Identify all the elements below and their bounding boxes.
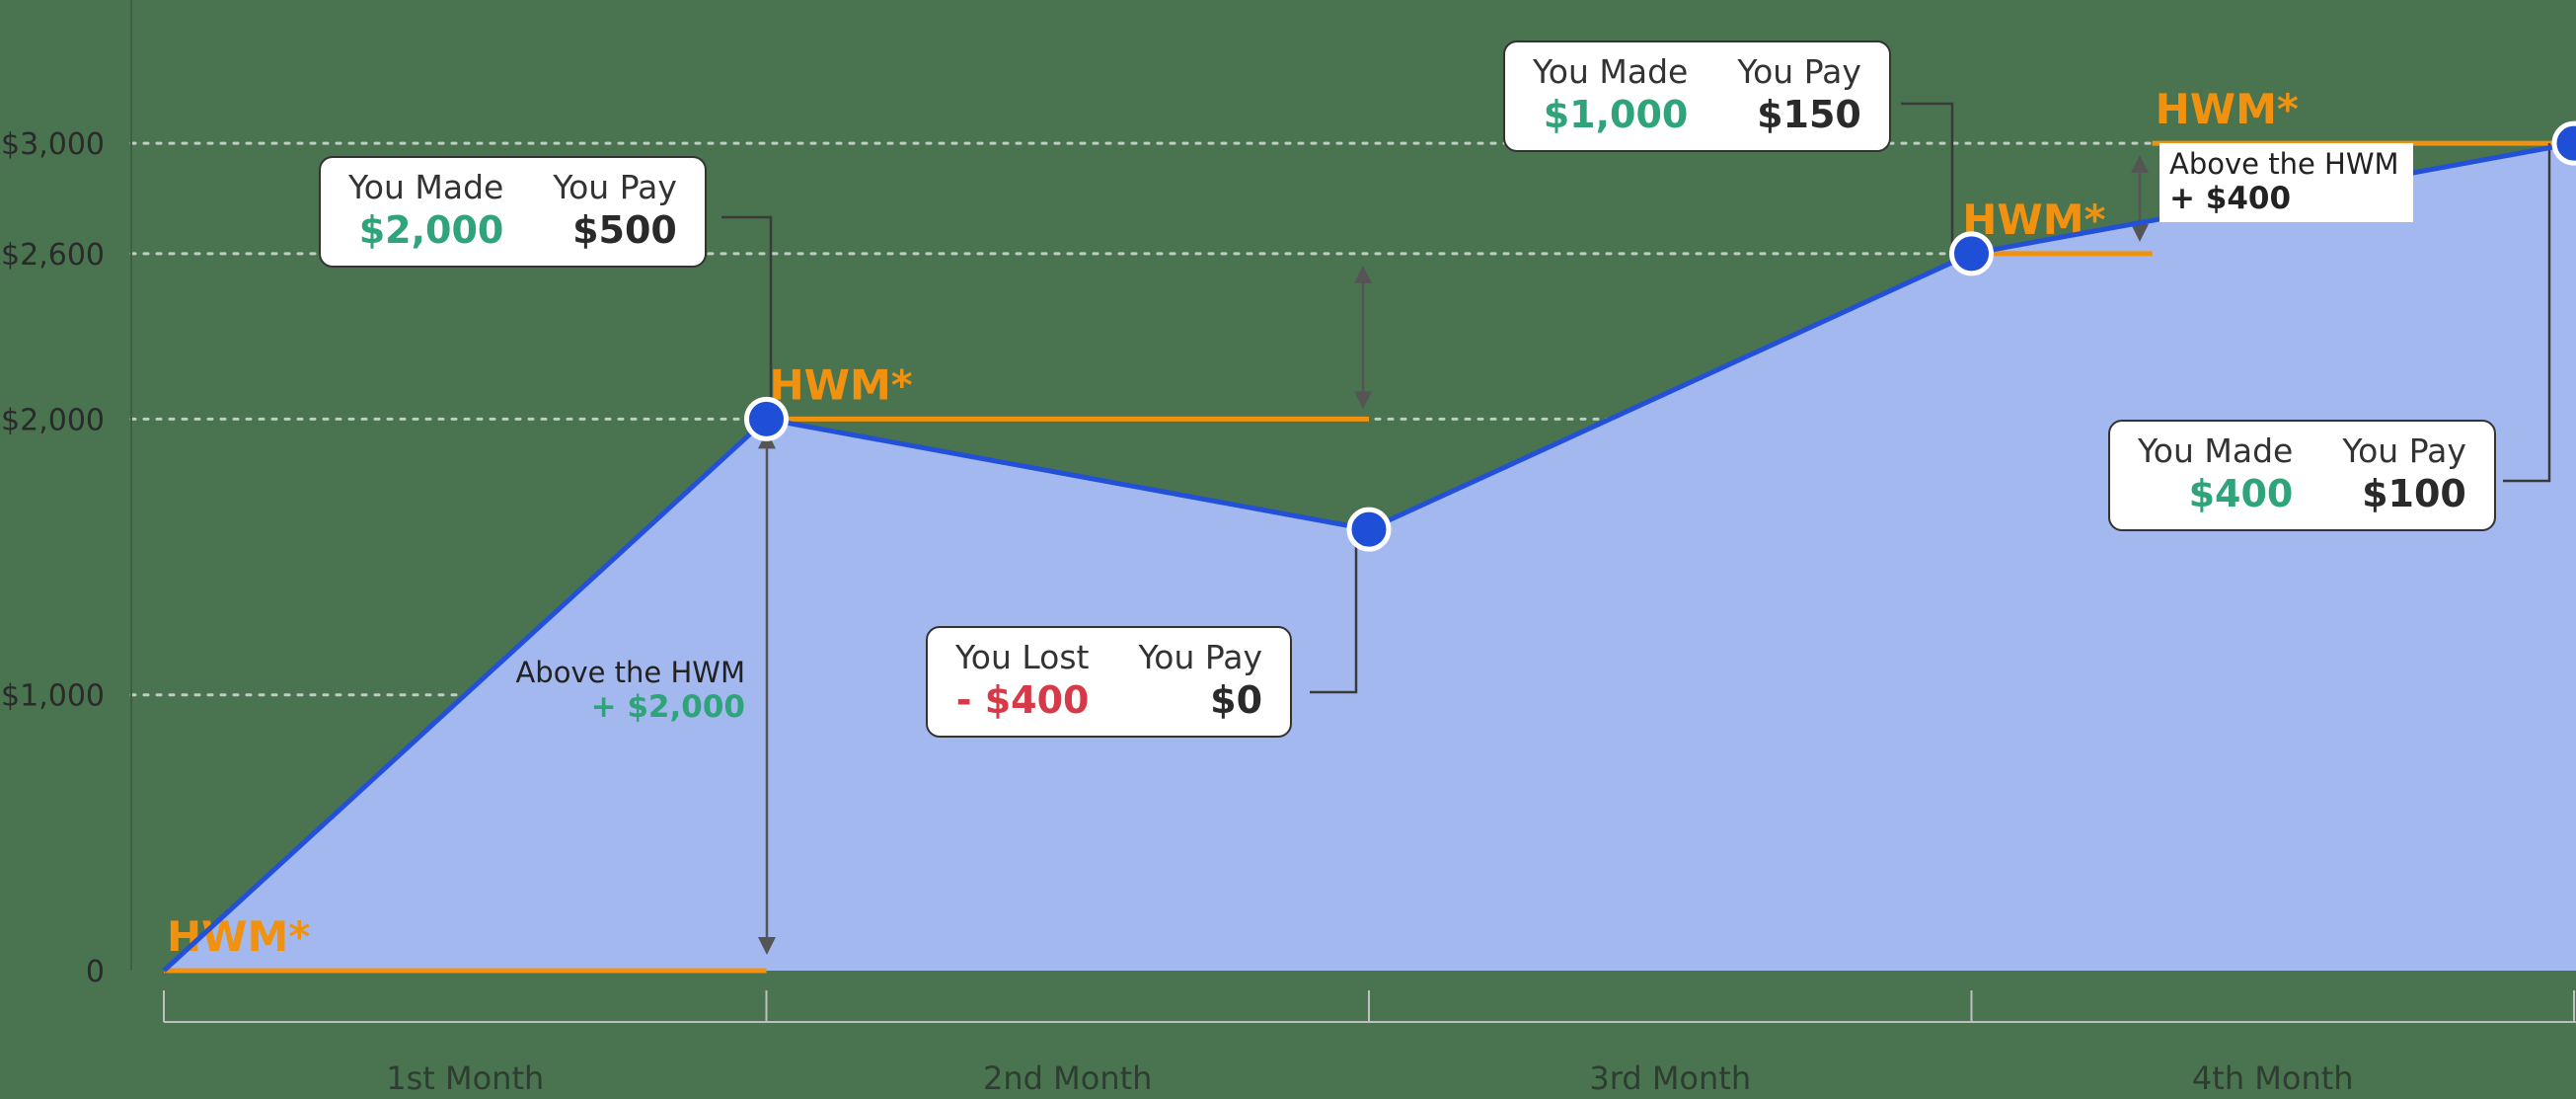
y-tick-label: $2,600 xyxy=(1,238,105,273)
data-point xyxy=(744,396,789,441)
x-category-label: 3rd Month xyxy=(1589,1060,1751,1097)
result-card-month-3: You Made You Pay $1,000 $150 xyxy=(1503,40,1891,152)
card-connector-4 xyxy=(2503,143,2551,483)
data-point xyxy=(2551,120,2576,166)
above-hwm-annotation-month-1: Above the HWM + $2,000 xyxy=(515,656,745,725)
card-connector-2 xyxy=(1310,529,1358,694)
result-card-month-1: You Made You Pay $2,000 $500 xyxy=(319,156,707,268)
y-tick-label: 0 xyxy=(86,955,105,989)
result-card-month-2: You Lost You Pay - $400 $0 xyxy=(926,626,1293,738)
result-card-month-4: You Made You Pay $400 $100 xyxy=(2108,420,2496,531)
x-axis: 1st Month 2nd Month 3rd Month 4th Month xyxy=(163,990,2576,1097)
card-header-made: You Made xyxy=(1533,52,1689,91)
card-connector-3 xyxy=(1901,102,1954,254)
card-value-made: $2,000 xyxy=(358,208,504,252)
card-value-pay: $500 xyxy=(572,208,677,252)
above-hwm-arrow-1-head-down xyxy=(758,937,776,955)
gap-arrow-2-head-up xyxy=(1354,265,1372,283)
above-hwm-value: + $2,000 xyxy=(590,689,745,725)
data-point xyxy=(1949,231,1994,276)
card-header-pay: You Pay xyxy=(553,168,677,206)
card-value-made: $1,000 xyxy=(1543,93,1689,136)
above-hwm-value: + $400 xyxy=(2169,181,2292,216)
gap-arrow-2-head-down xyxy=(1354,391,1372,410)
card-header-made: You Made xyxy=(348,168,504,206)
above-hwm-arrow-4-head-up xyxy=(2131,155,2149,174)
y-tick-label: $1,000 xyxy=(1,679,105,714)
hwm-label: HWM* xyxy=(2156,85,2299,133)
x-category-label: 4th Month xyxy=(2192,1060,2354,1097)
above-hwm-arrow-4-head-down xyxy=(2131,223,2149,242)
card-connector-1 xyxy=(721,215,773,420)
y-tick-label: $3,000 xyxy=(1,127,105,162)
card-value-pay: $100 xyxy=(2362,472,2466,515)
x-category-label: 2nd Month xyxy=(983,1060,1152,1097)
hwm-label: HWM* xyxy=(167,912,310,961)
card-header-made: You Made xyxy=(2138,432,2294,470)
above-hwm-label: Above the HWM xyxy=(515,656,745,689)
card-value-pay: $150 xyxy=(1757,93,1861,136)
x-category-label: 1st Month xyxy=(386,1060,544,1097)
data-point xyxy=(1346,507,1392,552)
above-hwm-annotation-month-4: Above the HWM + $400 xyxy=(2159,143,2413,222)
hwm-label: HWM* xyxy=(770,360,913,409)
card-value-pay: $0 xyxy=(1210,678,1263,722)
card-header-pay: You Pay xyxy=(2342,432,2466,470)
y-tick-label: $2,000 xyxy=(1,403,105,437)
above-hwm-label: Above the HWM xyxy=(2169,147,2399,181)
card-header-pay: You Pay xyxy=(1138,638,1263,676)
card-header-pay: You Pay xyxy=(1737,52,1861,91)
card-header-lost: You Lost xyxy=(955,638,1090,676)
y-axis: 0 $1,000 $2,000 $2,600 $3,000 xyxy=(1,0,132,989)
card-value-lost: - $400 xyxy=(955,678,1090,722)
card-value-made: $400 xyxy=(2188,472,2294,515)
plot-area: HWM*HWM*HWM*HWM* xyxy=(162,85,2576,974)
